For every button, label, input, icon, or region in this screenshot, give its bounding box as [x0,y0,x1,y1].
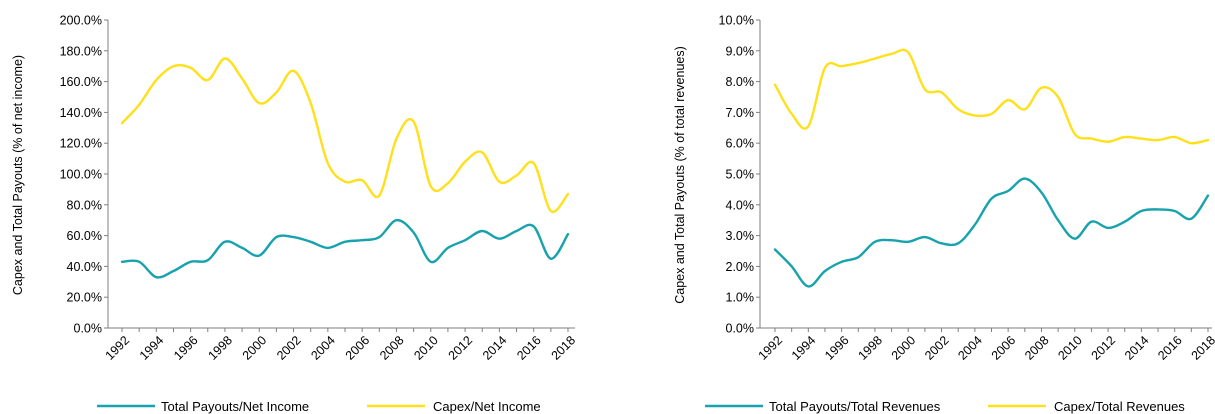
y-tick-label: 60.0% [67,229,102,243]
y-tick-label: 5.0% [726,168,755,182]
x-tick-label: 2002 [274,333,304,363]
chart-total-revenues: Capex and Total Payouts (% of total reve… [673,14,1215,414]
series-line-total-payouts [120,218,570,279]
x-tick-label: 2014 [1122,333,1152,363]
series-line-capex [773,48,1210,145]
x-tick-label: 2012 [1089,333,1119,363]
legend-label: Total Payouts/Total Revenues [769,399,941,414]
y-tick-label: 10.0% [719,14,754,28]
y-tick-label: 180.0% [60,44,102,58]
x-tick-label: 1994 [789,333,819,363]
y-tick-label: 3.0% [726,229,755,243]
series-line-capex [120,57,570,214]
y-axis-label: Capex and Total Payouts (% of net income… [11,55,25,295]
legend-label: Capex/Net Income [433,399,541,414]
legend-label: Capex/Total Revenues [1054,399,1185,414]
x-tick-label: 2008 [377,333,407,363]
y-tick-label: 2.0% [726,260,755,274]
y-tick-label: 100.0% [60,168,102,182]
x-tick-label: 2010 [1055,333,1085,363]
x-tick-label: 2000 [889,333,919,363]
chart-net-income: Capex and Total Payouts (% of net income… [11,14,578,414]
y-tick-label: 120.0% [60,137,102,151]
y-tick-label: 140.0% [60,106,102,120]
y-tick-label: 20.0% [67,291,102,305]
x-tick-label: 2002 [922,333,952,363]
x-tick-label: 1992 [103,333,133,363]
x-tick-label: 2000 [240,333,270,363]
y-tick-label: 80.0% [67,198,102,212]
y-tick-label: 160.0% [60,75,102,89]
x-tick-label: 1994 [137,333,167,363]
x-tick-label: 1996 [171,333,201,363]
y-axis-label: Capex and Total Payouts (% of total reve… [673,46,687,304]
y-tick-label: 8.0% [726,75,755,89]
x-tick-label: 1992 [756,333,786,363]
y-tick-label: 1.0% [726,291,755,305]
x-tick-label: 2010 [411,333,441,363]
y-tick-label: 7.0% [726,106,755,120]
y-tick-label: 40.0% [67,260,102,274]
x-tick-label: 2004 [308,333,338,363]
x-tick-label: 1998 [855,333,885,363]
x-tick-label: 2016 [514,333,544,363]
x-tick-label: 2014 [480,333,510,363]
x-tick-label: 2018 [1189,333,1215,363]
x-tick-label: 1998 [205,333,235,363]
y-tick-label: 0.0% [726,322,755,336]
series-line-total-payouts [773,177,1210,288]
legend-label: Total Payouts/Net Income [161,399,309,414]
x-tick-label: 2006 [343,333,373,363]
x-tick-label: 1996 [822,333,852,363]
y-tick-label: 4.0% [726,198,755,212]
x-tick-label: 2004 [955,333,985,363]
x-tick-label: 2018 [549,333,579,363]
y-tick-label: 9.0% [726,44,755,58]
x-tick-label: 2016 [1155,333,1185,363]
x-tick-label: 2008 [1022,333,1052,363]
x-tick-label: 2006 [989,333,1019,363]
y-tick-label: 0.0% [74,322,103,336]
y-tick-label: 200.0% [60,14,102,28]
x-tick-label: 2012 [446,333,476,363]
y-tick-label: 6.0% [726,137,755,151]
